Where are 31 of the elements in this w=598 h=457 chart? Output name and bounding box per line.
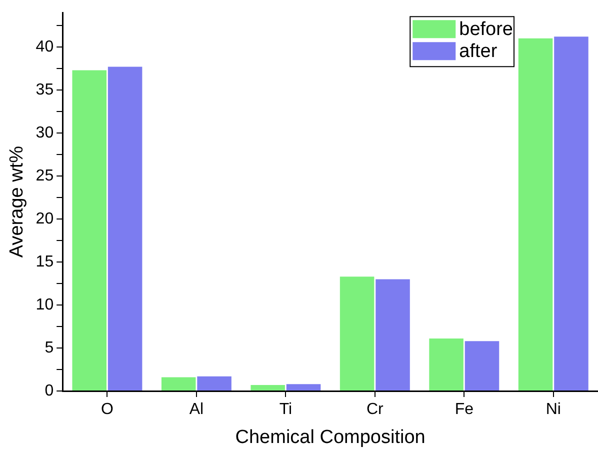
legend-label: after: [459, 40, 498, 62]
y-tick-label: 40: [36, 38, 54, 56]
x-tick-label: O: [100, 401, 114, 418]
bar: [554, 36, 588, 390]
bar: [250, 384, 285, 390]
bar: [429, 338, 464, 390]
x-tick-label: Fe: [454, 401, 474, 418]
y-tick-label: 30: [36, 124, 54, 142]
bar: [518, 38, 553, 390]
bar: [464, 341, 500, 390]
x-tick-label: Ti: [279, 401, 292, 418]
y-tick-label: 0: [44, 382, 54, 400]
x-tick-label: Al: [189, 401, 204, 418]
y-axis-title: Average wt%: [6, 146, 28, 258]
y-tick-label: 5: [44, 339, 54, 356]
bar: [197, 376, 232, 390]
x-tick-label: Ni: [546, 401, 561, 418]
bar: [286, 384, 321, 390]
x-tick-label: Cr: [366, 401, 384, 418]
bar: [72, 70, 106, 390]
bar: [340, 276, 374, 390]
bar: [161, 377, 196, 390]
y-tick-label: 35: [36, 81, 54, 98]
y-tick-label: 10: [36, 296, 54, 314]
bar: [376, 279, 410, 390]
legend-label: before: [459, 18, 513, 40]
x-axis-title: Chemical Composition: [235, 426, 426, 448]
bar: [108, 66, 142, 390]
y-tick-label: 15: [36, 253, 54, 270]
y-tick-label: 25: [36, 167, 54, 184]
y-tick-label: 20: [36, 210, 54, 228]
